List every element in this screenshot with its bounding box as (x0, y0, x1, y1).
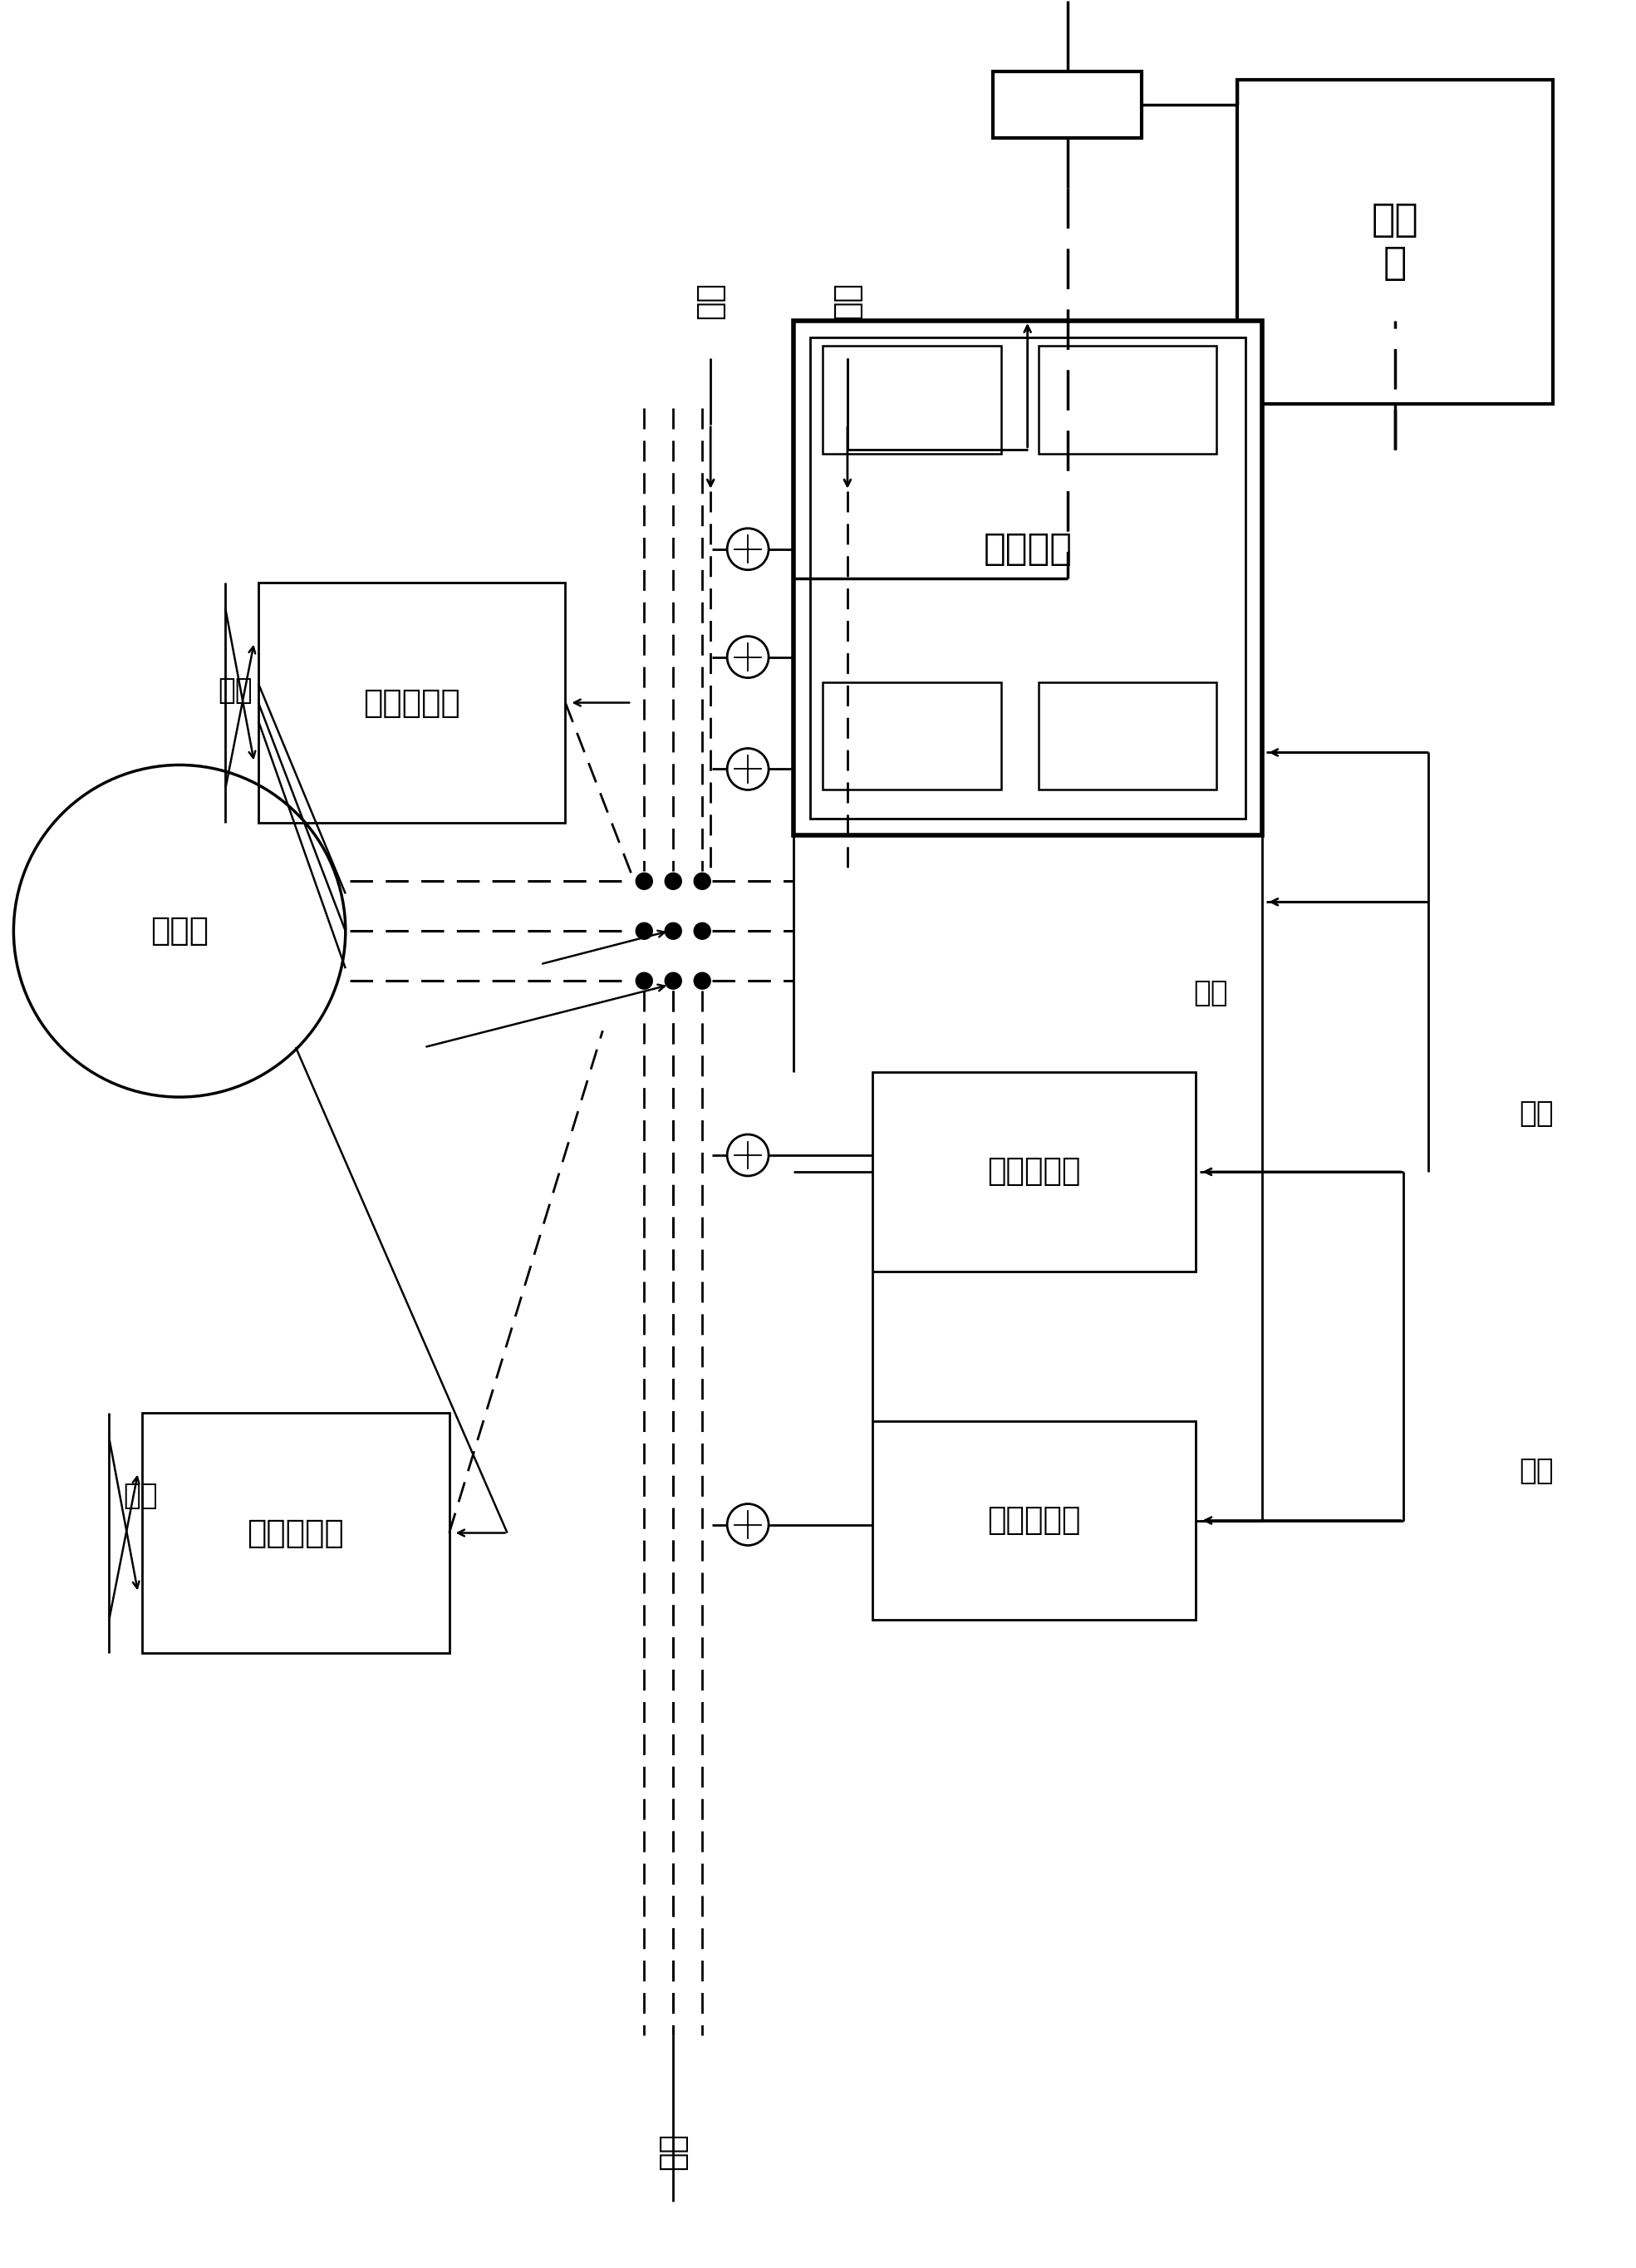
Circle shape (636, 873, 653, 889)
Bar (258, 583, 566, 823)
Circle shape (694, 973, 710, 989)
Text: 光热采集器: 光热采集器 (363, 687, 460, 719)
Circle shape (636, 923, 653, 939)
Bar (810, 338, 1245, 819)
Text: 热管: 热管 (1518, 1456, 1554, 1486)
Circle shape (694, 873, 710, 889)
Text: 热管: 热管 (1194, 980, 1229, 1007)
Bar (823, 683, 1001, 789)
Bar (1039, 683, 1217, 789)
Text: 热电转换器: 热电转换器 (988, 1157, 1081, 1186)
Text: 洚集球: 洚集球 (151, 916, 209, 946)
Text: 钉硫电池: 钉硫电池 (983, 531, 1073, 567)
Bar (793, 320, 1263, 835)
Bar (872, 1073, 1196, 1272)
Text: 光路: 光路 (695, 281, 725, 320)
Text: 热管: 热管 (123, 1481, 159, 1510)
Text: 热管: 热管 (218, 676, 252, 705)
Circle shape (636, 973, 653, 989)
Circle shape (664, 923, 682, 939)
Circle shape (664, 973, 682, 989)
Bar (823, 345, 1001, 454)
Bar (993, 73, 1142, 138)
Text: 电路: 电路 (833, 281, 862, 320)
Bar (142, 1413, 450, 1653)
Bar (872, 1420, 1196, 1619)
Circle shape (664, 873, 682, 889)
Text: 整流
器: 整流 器 (1371, 202, 1418, 281)
Text: 热管: 热管 (1518, 1100, 1554, 1127)
Bar (1039, 345, 1217, 454)
Bar (1237, 79, 1553, 404)
Text: 光热采集器: 光热采集器 (247, 1517, 344, 1549)
Text: 光电转换器: 光电转换器 (988, 1506, 1081, 1535)
Circle shape (694, 923, 710, 939)
Text: 光路: 光路 (658, 2132, 689, 2170)
